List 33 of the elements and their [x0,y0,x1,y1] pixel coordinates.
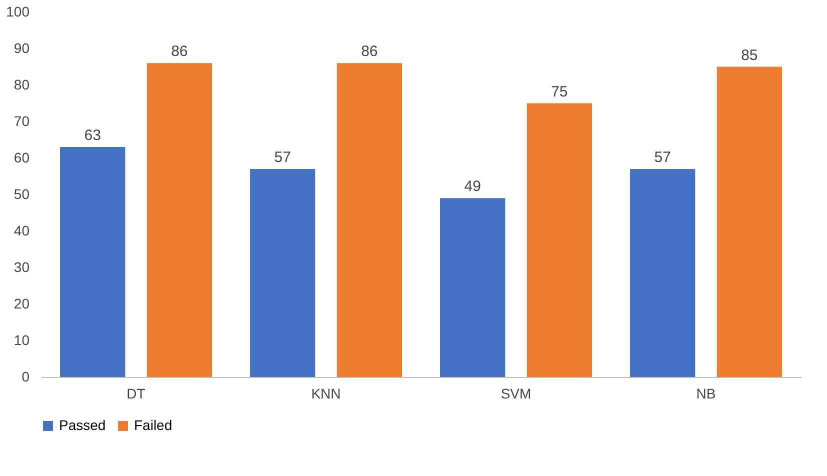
y-tick-label: 0 [22,368,30,384]
data-label: 86 [361,43,378,60]
y-tick-label: 70 [14,113,30,129]
y-tick-label: 90 [14,40,30,56]
data-label: 85 [741,46,758,64]
data-label: 57 [654,148,671,166]
y-tick-label: 30 [14,259,30,275]
x-tick-label: KNN [311,386,341,402]
y-tick-label: 100 [6,4,30,20]
bar [716,66,782,377]
x-tick-label: DT [126,386,146,402]
y-tick-label: 80 [14,76,30,92]
data-label: 57 [274,148,291,166]
data-label: 63 [84,127,101,144]
y-tick-label: 60 [14,150,30,166]
x-tick-label: NB [696,386,716,402]
y-tick-label: 10 [14,332,30,348]
legend-label: Failed [134,417,172,433]
bar [526,103,592,377]
data-label: 86 [171,43,188,60]
bar [440,198,506,377]
x-tick-label: SVM [500,386,532,402]
y-tick-label: 20 [14,296,30,312]
bar [250,168,316,377]
y-tick-label: 50 [14,186,30,202]
data-label: 75 [551,83,568,100]
y-tick-label: 40 [14,222,30,238]
data-label: 49 [464,178,481,196]
bar [336,63,402,377]
bar [630,168,696,377]
bar [60,147,126,377]
legend-label: Passed [59,417,106,433]
bar [146,63,212,377]
